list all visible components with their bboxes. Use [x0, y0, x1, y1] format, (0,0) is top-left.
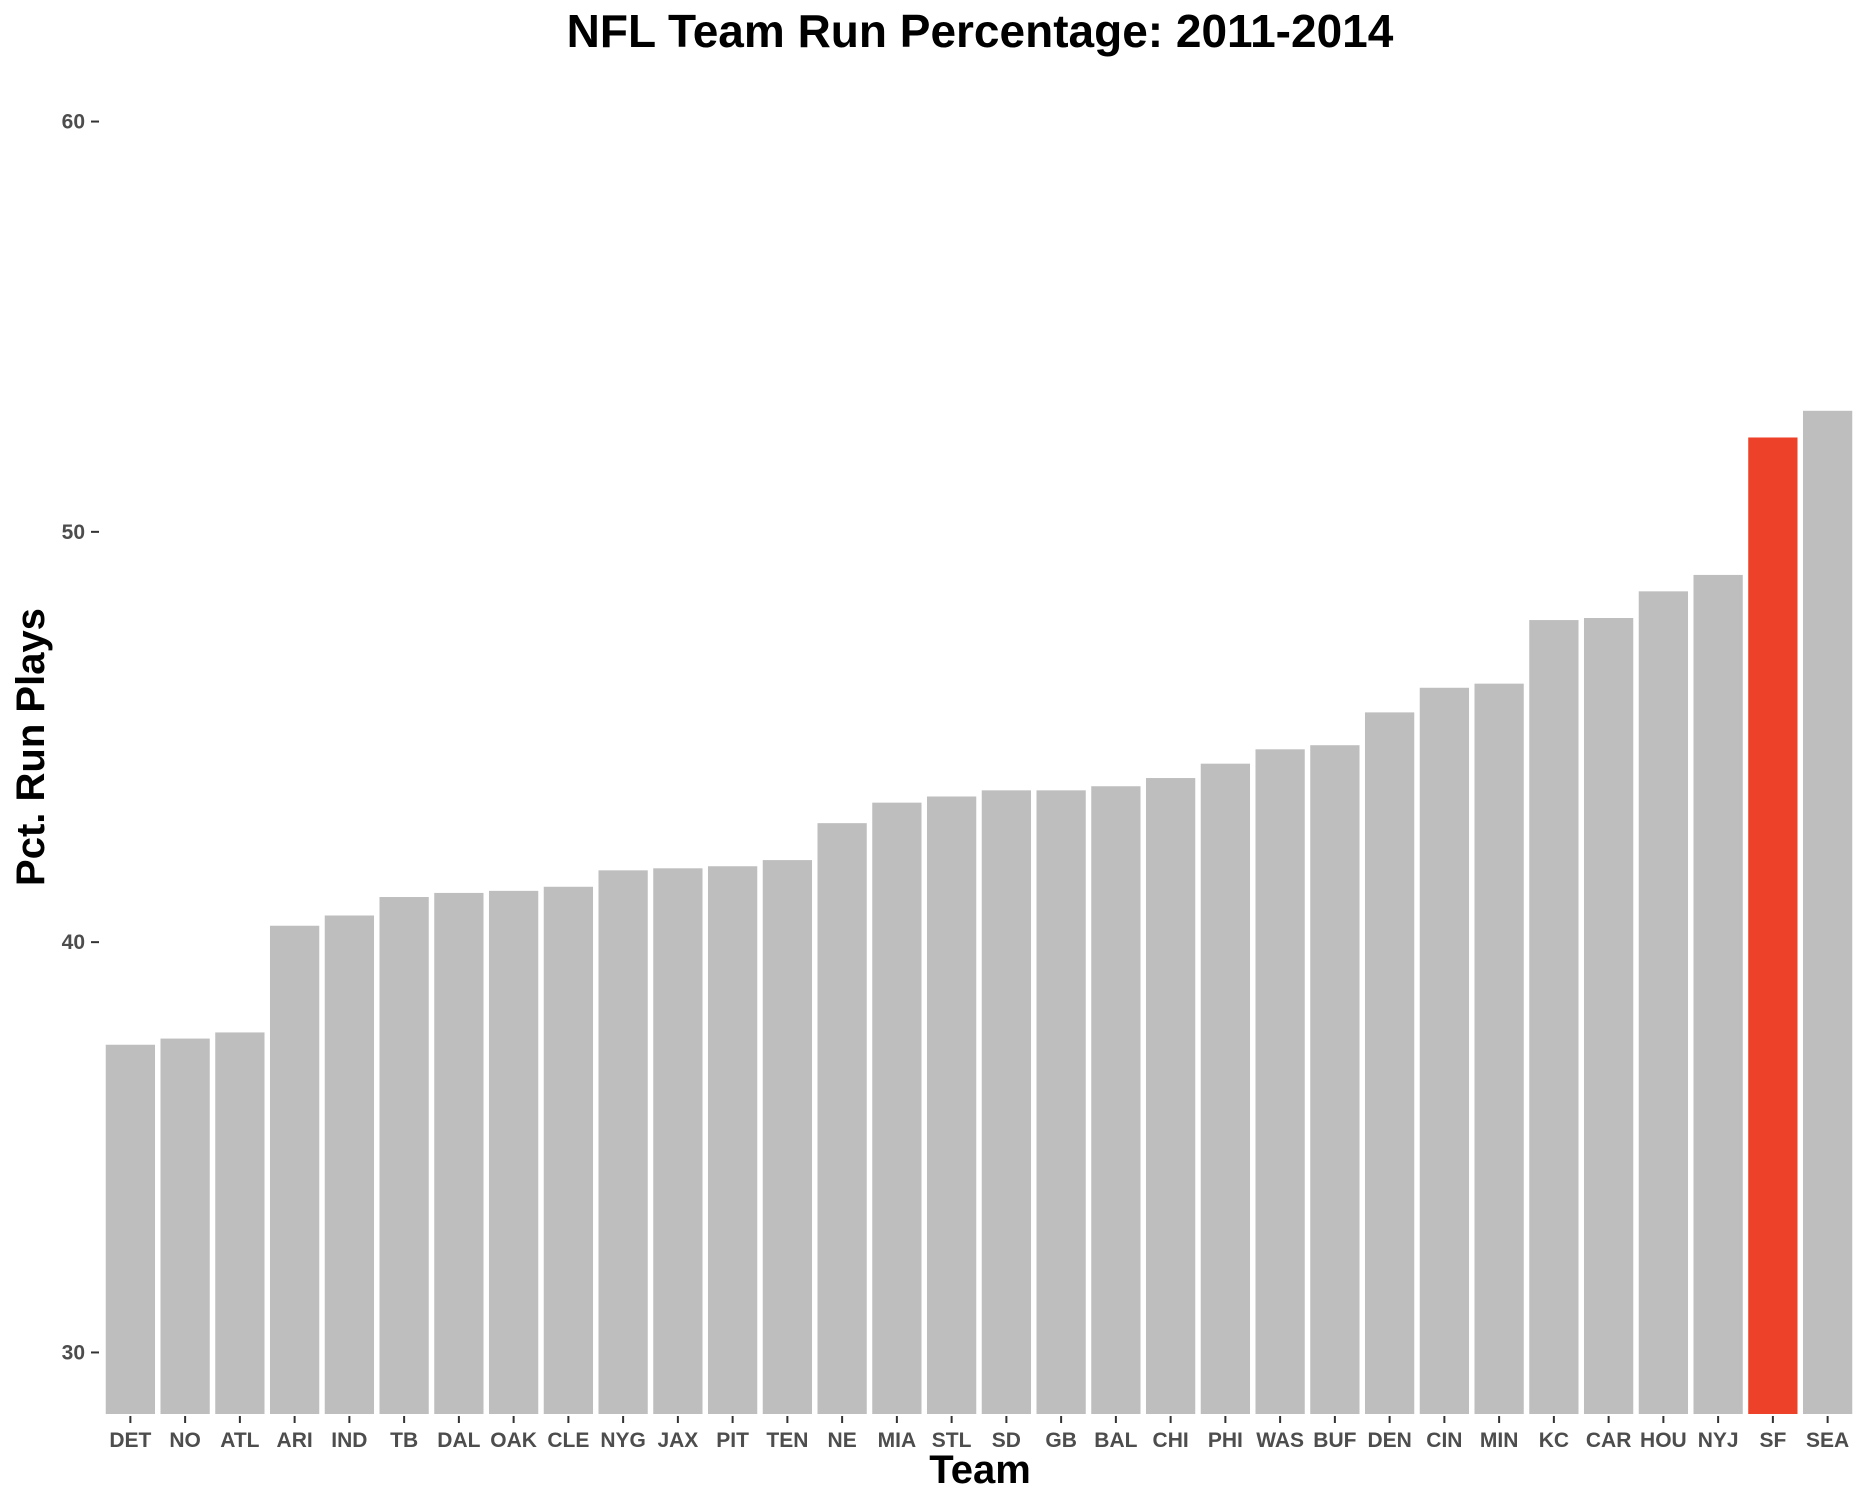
bar-car: [1583, 618, 1634, 1414]
x-tick-label-min: MIN: [1480, 1429, 1519, 1452]
bar-ari: [269, 925, 320, 1414]
bar-sea: [1802, 410, 1853, 1414]
x-tick-label-tb: TB: [390, 1429, 418, 1452]
bar-jax: [653, 868, 703, 1414]
x-tick-label-car: CAR: [1586, 1429, 1632, 1452]
bar-gb: [1036, 790, 1086, 1414]
y-axis-title: Pct. Run Plays: [9, 608, 53, 886]
x-tick-label-ari: ARI: [277, 1429, 313, 1452]
bar-cle: [543, 886, 594, 1414]
chart-title: NFL Team Run Percentage: 2011-2014: [567, 5, 1394, 57]
bar-ne: [817, 823, 867, 1414]
x-tick-label-kc: KC: [1539, 1429, 1569, 1452]
x-tick-label-nyj: NYJ: [1698, 1429, 1739, 1452]
bar-buf: [1310, 745, 1360, 1414]
x-tick-label-hou: HOU: [1640, 1429, 1687, 1452]
x-tick-label-det: DET: [109, 1429, 151, 1452]
x-tick-label-sd: SD: [992, 1429, 1021, 1452]
y-tick-label: 30: [62, 1341, 85, 1364]
bar-stl: [926, 796, 977, 1414]
bar-tb: [379, 897, 429, 1414]
bar-atl: [215, 1032, 265, 1414]
x-tick-label-ten: TEN: [766, 1429, 808, 1452]
x-tick-label-dal: DAL: [437, 1429, 480, 1452]
x-tick-label-atl: ATL: [220, 1429, 259, 1452]
x-tick-label-sea: SEA: [1806, 1429, 1849, 1452]
x-tick-label-oak: OAK: [490, 1429, 537, 1452]
bar-dal: [434, 892, 484, 1414]
y-tick-label: 40: [62, 931, 85, 954]
x-tick-label-was: WAS: [1256, 1429, 1304, 1452]
x-tick-label-ind: IND: [331, 1429, 367, 1452]
x-tick-label-sf: SF: [1759, 1429, 1786, 1452]
bar-det: [105, 1044, 156, 1414]
bar-oak: [488, 890, 539, 1414]
x-axis-title: Team: [929, 1448, 1031, 1492]
bar-ind: [324, 915, 375, 1414]
x-tick-label-ne: NE: [828, 1429, 857, 1452]
x-tick-label-bal: BAL: [1094, 1429, 1137, 1452]
bar-cin: [1419, 687, 1470, 1414]
y-tick-label: 60: [62, 111, 85, 134]
x-axis: DET NO ATL ARI IND TB DAL OAK CLE NYG JAX PIT TEN NE M…: [109, 1416, 1849, 1452]
y-tick-label: 50: [62, 521, 85, 544]
x-tick-label-phi: PHI: [1208, 1429, 1243, 1452]
x-tick-label-stl: STL: [932, 1429, 972, 1452]
x-tick-label-cle: CLE: [547, 1429, 589, 1452]
bar-no: [160, 1038, 210, 1414]
x-tick-label-den: DEN: [1367, 1429, 1411, 1452]
bar-sd: [981, 790, 1032, 1414]
bar-nyg: [598, 870, 648, 1414]
x-tick-label-gb: GB: [1045, 1429, 1077, 1452]
bar-was: [1255, 749, 1305, 1414]
x-tick-label-nyg: NYG: [600, 1429, 646, 1452]
bar-kc: [1529, 620, 1579, 1414]
bars-group: [105, 410, 1853, 1415]
bar-pit: [707, 866, 758, 1414]
bar-den: [1364, 712, 1415, 1414]
x-tick-label-pit: PIT: [716, 1429, 749, 1452]
bar-chi: [1145, 778, 1196, 1414]
bar-sf: [1748, 437, 1798, 1415]
bar-mia: [872, 802, 922, 1414]
x-tick-label-mia: MIA: [878, 1429, 917, 1452]
x-tick-label-chi: CHI: [1153, 1429, 1189, 1452]
x-tick-label-no: NO: [169, 1429, 201, 1452]
bar-min: [1474, 683, 1524, 1414]
bar-ten: [762, 860, 813, 1414]
bar-nyj: [1693, 574, 1743, 1414]
x-tick-label-buf: BUF: [1313, 1429, 1356, 1452]
y-axis: 30 40 50 60: [62, 111, 99, 1364]
bar-hou: [1638, 591, 1689, 1414]
bar-bal: [1091, 786, 1141, 1414]
x-tick-label-cin: CIN: [1426, 1429, 1462, 1452]
x-tick-label-jax: JAX: [657, 1429, 698, 1452]
bar-phi: [1200, 763, 1251, 1414]
